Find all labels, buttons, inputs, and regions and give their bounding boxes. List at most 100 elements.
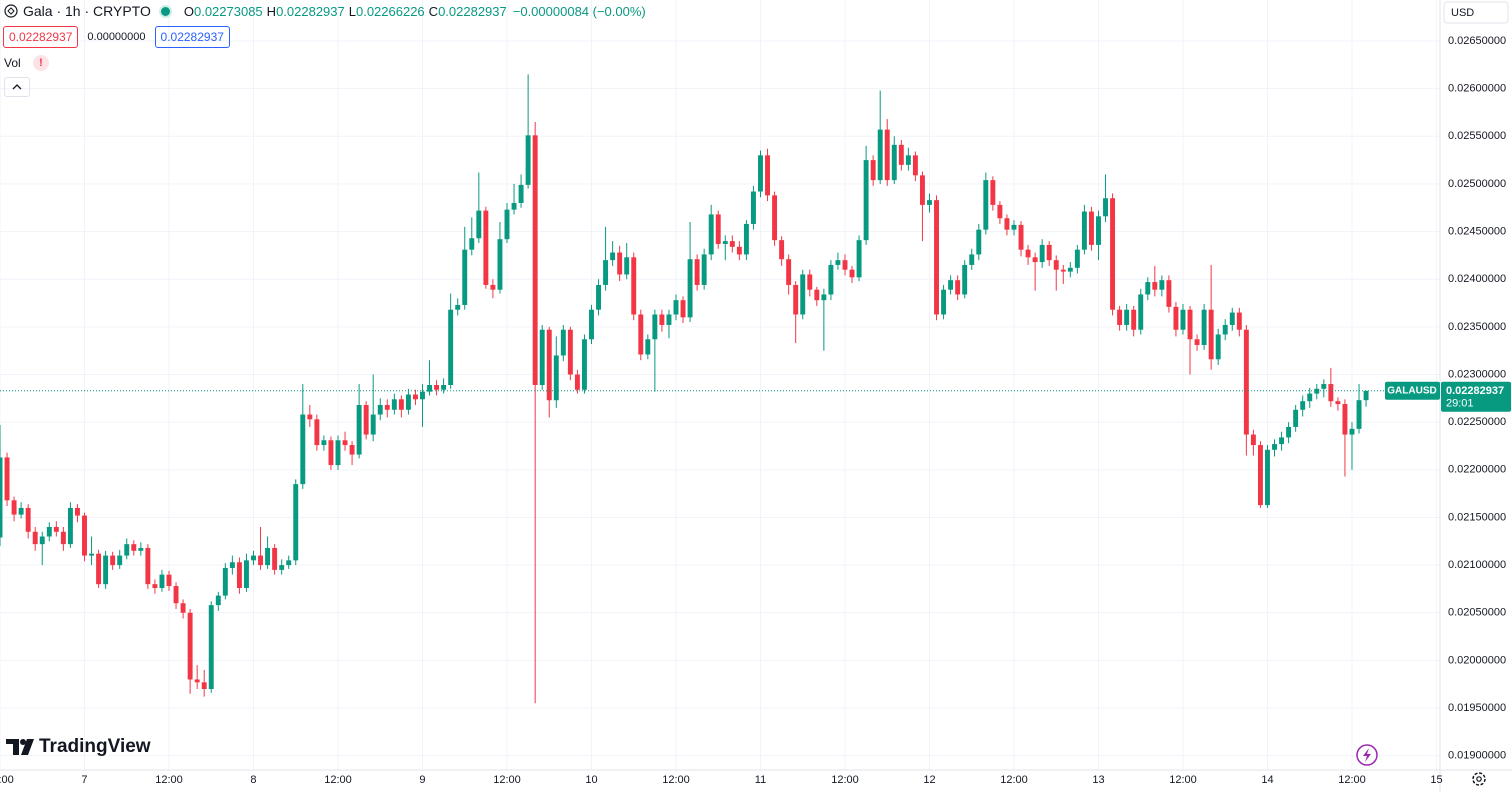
candle-body <box>518 184 524 203</box>
candle-body <box>1117 309 1123 325</box>
lightning-button[interactable] <box>1356 744 1378 766</box>
y-tick-label: 0.02350000 <box>1448 321 1506 333</box>
candle-body <box>1145 282 1151 295</box>
warning-icon[interactable]: ! <box>33 55 49 71</box>
buy-button[interactable]: 0.02282937 <box>154 26 230 48</box>
candle-body <box>96 553 102 585</box>
candle-body <box>46 526 52 537</box>
legend: Gala · 1h · CRYPTO O 0.02273085 H 0.0228293… <box>4 2 646 20</box>
y-tick-label: 0.02650000 <box>1448 35 1506 47</box>
candle-body <box>272 547 278 570</box>
candle-body <box>236 562 242 588</box>
candle-body <box>25 507 31 532</box>
candle-body <box>11 500 17 515</box>
ohlc-letter: L <box>348 3 356 19</box>
candle-body <box>0 457 3 538</box>
candle-body <box>870 160 876 181</box>
candle-body <box>335 440 341 466</box>
candle-body <box>103 555 109 585</box>
candle-body <box>314 419 320 446</box>
symbol-tag-bg <box>1385 381 1440 400</box>
candle-body <box>694 259 700 285</box>
candle-body <box>891 144 897 181</box>
candle-body <box>1250 434 1256 446</box>
candle-body <box>1110 198 1116 310</box>
candle-body <box>1032 257 1038 263</box>
sell-button[interactable]: 0.02282937 <box>3 26 79 48</box>
candle-body <box>363 405 369 435</box>
candle-body <box>1342 404 1348 435</box>
x-tick-label: 12:00 <box>155 774 183 786</box>
candle-body <box>912 155 918 176</box>
candle-body <box>32 531 38 545</box>
y-tick-label: 0.02000000 <box>1448 654 1506 666</box>
candle-body <box>708 214 714 255</box>
x-tick-label: 14 <box>1261 774 1273 786</box>
candle-body <box>624 257 630 275</box>
candle-body <box>1166 280 1172 307</box>
candle-body <box>652 314 658 340</box>
candle-body <box>1257 445 1263 506</box>
candle-body <box>1124 309 1130 325</box>
candle-body <box>919 175 925 205</box>
candle-body <box>1363 390 1369 401</box>
candle-body <box>159 574 165 588</box>
candle-body <box>1096 216 1101 245</box>
candle-body <box>89 553 95 556</box>
candle-body <box>110 555 116 566</box>
x-tick-label: 12:00 <box>324 774 352 786</box>
price-tag: 0.02282937 <box>1446 385 1504 397</box>
candle-body <box>1131 309 1137 330</box>
candle-body <box>342 440 348 446</box>
candle-body <box>1236 312 1242 330</box>
candle-body <box>596 284 601 310</box>
candle-body <box>405 394 411 410</box>
y-tick-label: 0.02300000 <box>1448 368 1506 380</box>
candle-body <box>60 531 66 545</box>
candle-body <box>300 414 306 485</box>
trade-buttons: 0.02282937 0.00000000 0.02282937 <box>3 26 230 48</box>
candle-body <box>4 457 10 501</box>
settings-button[interactable] <box>1472 772 1486 786</box>
candle-body <box>948 280 954 290</box>
symbol-title[interactable]: Gala · 1h · CRYPTO <box>23 3 151 19</box>
candle-body <box>1265 449 1270 506</box>
candle-body <box>356 405 362 455</box>
candle-body <box>934 200 939 315</box>
candle-body <box>279 565 285 570</box>
candle-body <box>145 547 151 585</box>
candle-body <box>553 355 559 401</box>
candle-body <box>82 515 87 556</box>
candle-body <box>729 241 735 247</box>
x-tick-label: 12:00 <box>662 774 690 786</box>
ohlc-value: 0.02266226 <box>355 3 425 19</box>
x-tick-label: 12:00 <box>0 774 14 786</box>
candle-body <box>377 405 383 415</box>
logo-text: TradingView <box>39 736 151 757</box>
candle-body <box>1173 306 1179 330</box>
collapse-button[interactable] <box>4 77 30 97</box>
x-tick-label: 12:00 <box>1000 774 1028 786</box>
candle-body <box>666 314 672 325</box>
x-tick-label: 7 <box>81 774 87 786</box>
x-tick-label: 15 <box>1430 774 1442 786</box>
y-tick-label: 0.02250000 <box>1448 416 1506 428</box>
candle-body <box>969 254 975 265</box>
candle-body <box>448 309 454 385</box>
candle-body <box>673 300 679 315</box>
candle-body <box>574 374 580 390</box>
x-tick-label: 12 <box>923 774 935 786</box>
volume-label[interactable]: Vol <box>4 56 21 70</box>
candle-body <box>307 414 313 420</box>
candle-body <box>990 180 996 205</box>
candle-body <box>821 294 827 301</box>
y-tick-label: 0.01950000 <box>1448 702 1506 714</box>
candle-body <box>1279 437 1285 445</box>
y-tick-label: 0.02150000 <box>1448 511 1506 523</box>
candle-body <box>997 204 1003 219</box>
candle-body <box>638 314 644 355</box>
candle-body <box>765 155 770 196</box>
candle-body <box>1159 280 1165 290</box>
candle-body <box>138 547 144 551</box>
currency-button[interactable] <box>1443 1 1509 24</box>
